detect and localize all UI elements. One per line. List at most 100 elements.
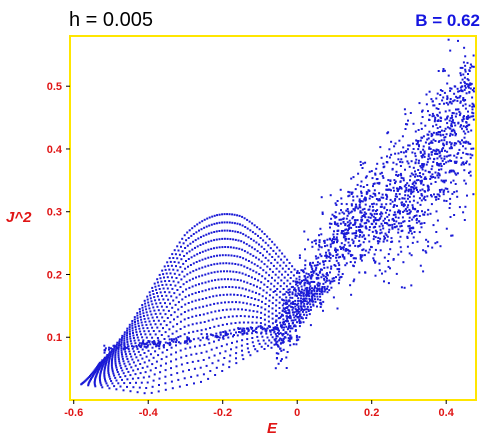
data-point [411,218,414,221]
data-point [459,125,462,128]
data-point [345,228,348,231]
data-point [403,185,406,188]
data-point [206,217,209,220]
data-point [221,237,224,240]
data-point [270,333,273,336]
data-point [360,200,363,203]
data-point [259,325,262,328]
data-point [449,159,451,162]
data-point [279,337,282,340]
data-point [128,363,131,366]
data-point [397,228,400,231]
data-point [408,220,411,222]
data-point [468,163,471,166]
data-point [280,325,282,328]
data-point [407,194,410,197]
data-point [213,325,216,328]
data-point [435,210,438,213]
data-point [352,242,355,245]
data-point [260,332,263,335]
data-point [464,107,467,110]
data-point [124,365,127,368]
data-point [281,252,284,255]
data-point [94,377,97,380]
data-point [332,254,335,257]
data-point [146,295,149,298]
data-point [198,306,201,309]
data-point [429,141,432,144]
data-point [431,165,434,168]
data-point [434,242,437,245]
data-point [359,211,362,214]
data-point [204,265,207,268]
data-point [439,125,442,128]
data-point [398,198,401,201]
data-point [438,164,441,167]
data-point [401,197,404,200]
data-point [117,352,120,355]
data-point [360,192,363,195]
data-point [256,226,259,229]
data-point [437,149,440,152]
data-point [404,155,407,158]
data-point [444,110,447,113]
data-point [416,240,419,243]
data-point [202,373,205,376]
data-point [139,346,142,349]
data-point [294,290,297,293]
data-point [120,349,123,352]
data-point [145,387,148,389]
data-point [236,255,239,258]
data-point [423,211,426,214]
data-point [447,38,450,41]
data-point [409,179,411,182]
data-point [252,345,255,348]
data-point [446,122,449,125]
data-point [104,378,106,381]
data-point [296,313,298,316]
data-point [239,331,242,334]
data-point [301,288,303,291]
data-point [274,333,277,335]
data-point [173,249,176,252]
data-point [243,250,246,253]
data-point [436,120,439,122]
data-point [109,347,112,350]
data-point [277,345,280,348]
data-point [163,344,165,347]
data-point [380,211,383,214]
data-point [191,308,194,311]
data-point [303,313,305,316]
data-point [254,277,256,280]
data-point [251,222,254,225]
data-point [187,309,190,312]
data-point [175,296,178,299]
data-point [123,335,126,338]
data-point [303,275,306,278]
data-point [101,364,104,367]
data-point [262,269,265,272]
data-point [430,132,433,135]
data-point [430,194,432,197]
data-point [255,321,258,324]
data-point [364,225,367,228]
data-point [207,248,210,251]
data-point [371,230,374,233]
data-point [96,365,99,368]
data-point [266,250,268,253]
data-point [400,187,403,190]
data-point [163,276,165,279]
data-point [271,336,274,339]
data-point [169,272,172,275]
data-point [326,274,329,277]
data-point [427,137,430,140]
data-point [128,323,131,326]
data-point [339,222,342,225]
data-point [427,158,430,161]
data-point [198,259,201,262]
data-point [412,236,415,239]
data-point [247,351,250,354]
data-point [106,354,109,356]
data-point [286,317,289,320]
data-point [379,249,382,252]
